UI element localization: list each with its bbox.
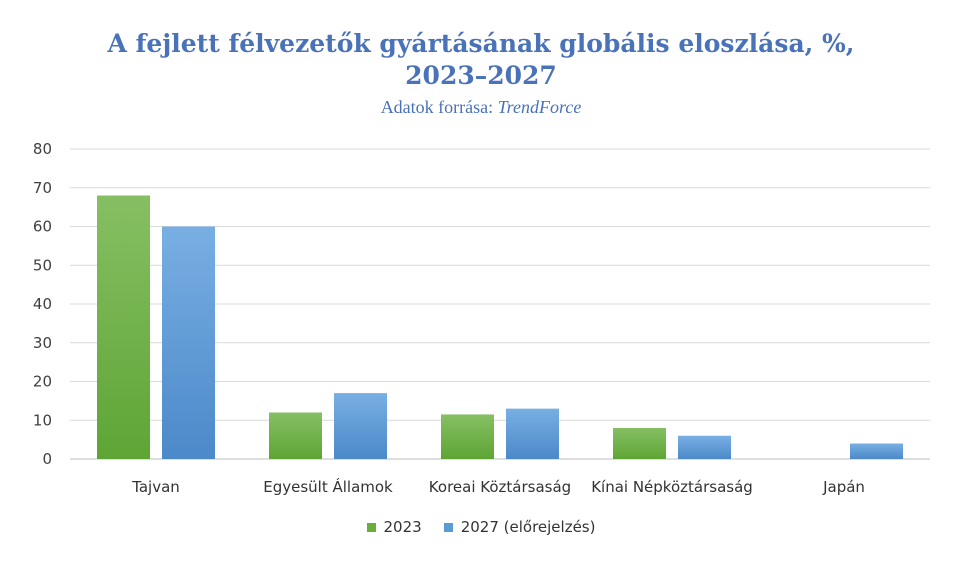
y-tick-label: 40 [33,295,52,313]
bars [97,195,903,459]
chart-subtitle: Adatok forrása: TrendForce [0,97,962,118]
legend-item-2023: 2023 [366,518,422,536]
y-axis: 0 10 20 30 40 50 60 70 80 [33,140,52,468]
y-tick-label: 20 [33,373,52,391]
legend-label-2023: 2023 [383,518,422,536]
bar-2023-2 [441,414,494,459]
y-tick-label: 30 [33,334,52,352]
legend-swatch-2027 [443,522,453,532]
x-tick-label: Koreai Köztársaság [429,478,571,496]
subtitle-source: TrendForce [497,97,582,117]
chart-title-line-1: A fejlett félvezetők gyártásának globáli… [107,29,855,58]
bar-2027-1 [334,393,387,459]
bar-2023-1 [269,412,322,459]
y-tick-label: 10 [33,411,52,429]
bar-2023-3 [613,428,666,459]
legend-item-2027: 2027 (előrejelzés) [443,518,596,536]
bar-2027-3 [678,435,731,459]
x-axis: Tajvan Egyesült Államok Koreai Köztársaság… [131,477,865,496]
bar-2023-0 [97,195,150,459]
bar-2027-4 [850,443,903,459]
x-tick-label: Kínai Népköztársaság [591,478,753,496]
chart-title: A fejlett félvezetők gyártásának globáli… [0,28,962,92]
y-tick-label: 0 [42,450,52,468]
y-tick-label: 70 [33,179,52,197]
x-tick-label: Japán [822,478,865,496]
x-tick-label: Tajvan [131,478,180,496]
legend: 2023 2027 (előrejelzés) [0,518,962,536]
bar-2027-2 [506,408,559,459]
y-tick-label: 50 [33,256,52,274]
chart-title-line-2: 2023–2027 [405,61,557,90]
legend-label-2027: 2027 (előrejelzés) [460,518,596,536]
legend-swatch-2023 [366,522,376,532]
y-tick-label: 60 [33,218,52,236]
x-tick-label: Egyesült Államok [263,477,393,496]
subtitle-prefix: Adatok forrása: [380,97,498,117]
y-tick-label: 80 [33,140,52,158]
bar-2027-0 [162,226,215,459]
